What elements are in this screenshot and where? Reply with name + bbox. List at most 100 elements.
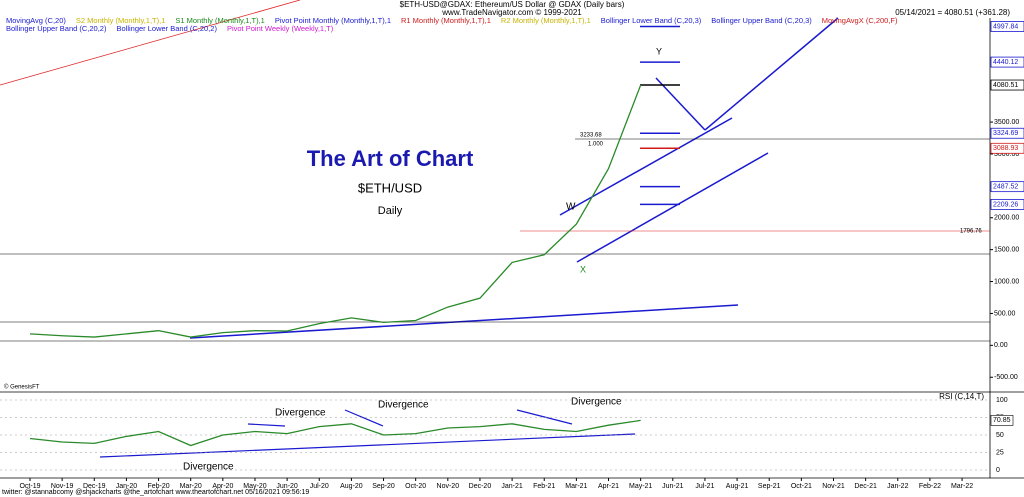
y-tick-label: 500.00 [994,310,1016,317]
legend-entry: Pivot Point Monthly (Monthly,1,T),1 [275,16,391,25]
level-box [990,127,1024,139]
title: The Art of Chart [307,146,474,171]
trend-line [516,409,573,425]
x-tick-label: Apr-21 [598,483,619,490]
y-tick-label: 100 [996,397,1008,404]
x-tick-label: Oct-19 [19,483,40,490]
trend-line [99,433,636,458]
y-tick-label: -500.00 [994,374,1018,381]
legend-entry: Bollinger Lower Band (C,20,3) [601,16,702,25]
x-tick-label: Sep-20 [372,483,395,490]
rsi-title: RSI (C,14,T) [939,392,984,401]
x-tick-label: Dec-21 [854,483,877,490]
x-tick-label: Dec-20 [469,483,492,490]
trend-line [704,17,839,131]
x-tick-label: Jan-20 [116,483,138,490]
level-box [990,142,1024,154]
legend-entry: Bollinger Lower Band (C,20,2) [116,24,217,33]
level-label: 2487.52 [993,184,1018,191]
annotation: Divergence [571,397,622,408]
level-label: 3324.69 [993,130,1018,137]
x-tick-label: Mar-22 [951,483,973,490]
credit: © GenesisFT [4,384,40,391]
y-tick-label: 0 [996,467,1000,474]
x-tick-label: Dec-19 [83,483,106,490]
level-box [990,181,1024,193]
x-tick-label: Jan-22 [887,483,909,490]
trend-line [344,409,384,427]
level-box [990,79,1024,91]
legend-entry: Pivot Point Weekly (Weekly,1,T) [227,24,334,33]
trend-line [189,304,739,339]
level-label: 2209.26 [993,201,1018,208]
x-tick-label: Feb-22 [919,483,941,490]
trend-line [559,117,733,216]
x-tick-label: Nov-19 [51,483,74,490]
x-tick-label: Feb-21 [533,483,555,490]
legend-entry: MovingAvg (C,20) [6,16,66,25]
x-tick-label: Jul-21 [695,483,714,490]
x-tick-label: Sep-21 [758,483,781,490]
x-tick-label: May-21 [629,483,652,490]
y-tick-label: 3000.00 [994,151,1019,158]
x-tick-label: Nov-20 [437,483,460,490]
legend-entry: R1 Monthly (Monthly,1,T),1 [401,16,491,25]
header: www.TradeNavigator.com © 1999-2021 [441,8,582,17]
y-tick-label: 25 [996,449,1004,456]
annotation: 1796.76 [960,229,982,235]
y-tick-label: 2000.00 [994,215,1019,222]
legend-entry: S2 Monthly (Monthly,1,T),1 [76,16,165,25]
trend-line [0,0,301,86]
legend-entry: Bollinger Upper Band (C,20,2) [6,24,107,33]
trend-line [247,423,286,427]
x-tick-label: Mar-21 [565,483,587,490]
x-tick-label: Jul-20 [310,483,329,490]
y-tick-label: 50 [996,432,1004,439]
y-tick-label: 1000.00 [994,278,1019,285]
legend-entry: S1 Monthly (Monthly,1,T),1 [175,16,264,25]
x-tick-label: Oct-21 [791,483,812,490]
legend-entry: R2 Monthly (Monthly,1,T),1 [501,16,591,25]
rsi-line [29,419,641,447]
period: Daily [378,205,403,217]
level-box [990,56,1024,68]
y-tick-label: 0.00 [994,342,1008,349]
footer: twitter: @stannabcomy @shjackcharts @the… [2,489,309,496]
annotation: Divergence [183,462,234,473]
annotation: 3233.68 [580,133,602,139]
x-tick-label: Apr-20 [212,483,233,490]
level-label: 4440.12 [993,59,1018,66]
annotation: Y [656,46,662,56]
level-box [990,199,1024,210]
x-tick-label: Jun-21 [662,483,684,490]
level-label: 3088.93 [993,145,1018,152]
x-tick-label: Feb-20 [147,483,169,490]
price-line [29,84,642,338]
x-tick-label: May-20 [243,483,266,490]
annotation: Divergence [378,400,429,411]
x-tick-label: Nov-21 [822,483,845,490]
trend-line [655,77,706,131]
trend-line [576,152,769,263]
rsi-value-label: 70.85 [993,417,1011,424]
header: $ETH-USD@GDAX: Ethereum/US Dollar @ GDAX… [400,0,625,9]
x-tick-label: Jun-20 [276,483,298,490]
x-tick-label: Jan-21 [501,483,523,490]
quote: 05/14/2021 = 4080.51 (+361.28) [895,8,1010,17]
annotation: X [580,264,586,274]
legend-entry: Bollinger Upper Band (C,20,3) [711,16,812,25]
x-tick-label: Aug-21 [726,483,749,490]
x-tick-label: Aug-20 [340,483,363,490]
y-tick-label: 3500.00 [994,119,1019,126]
y-tick-label: 1500.00 [994,246,1019,253]
legend-entry: MovingAvgX (C,200,F) [822,16,898,25]
annotation: Divergence [275,408,326,419]
x-tick-label: Mar-20 [180,483,202,490]
level-box [990,21,1024,32]
subtitle: $ETH/USD [358,180,422,195]
level-label: 4997.84 [993,23,1018,30]
x-tick-label: Oct-20 [405,483,426,490]
level-label: 4080.51 [993,82,1018,89]
